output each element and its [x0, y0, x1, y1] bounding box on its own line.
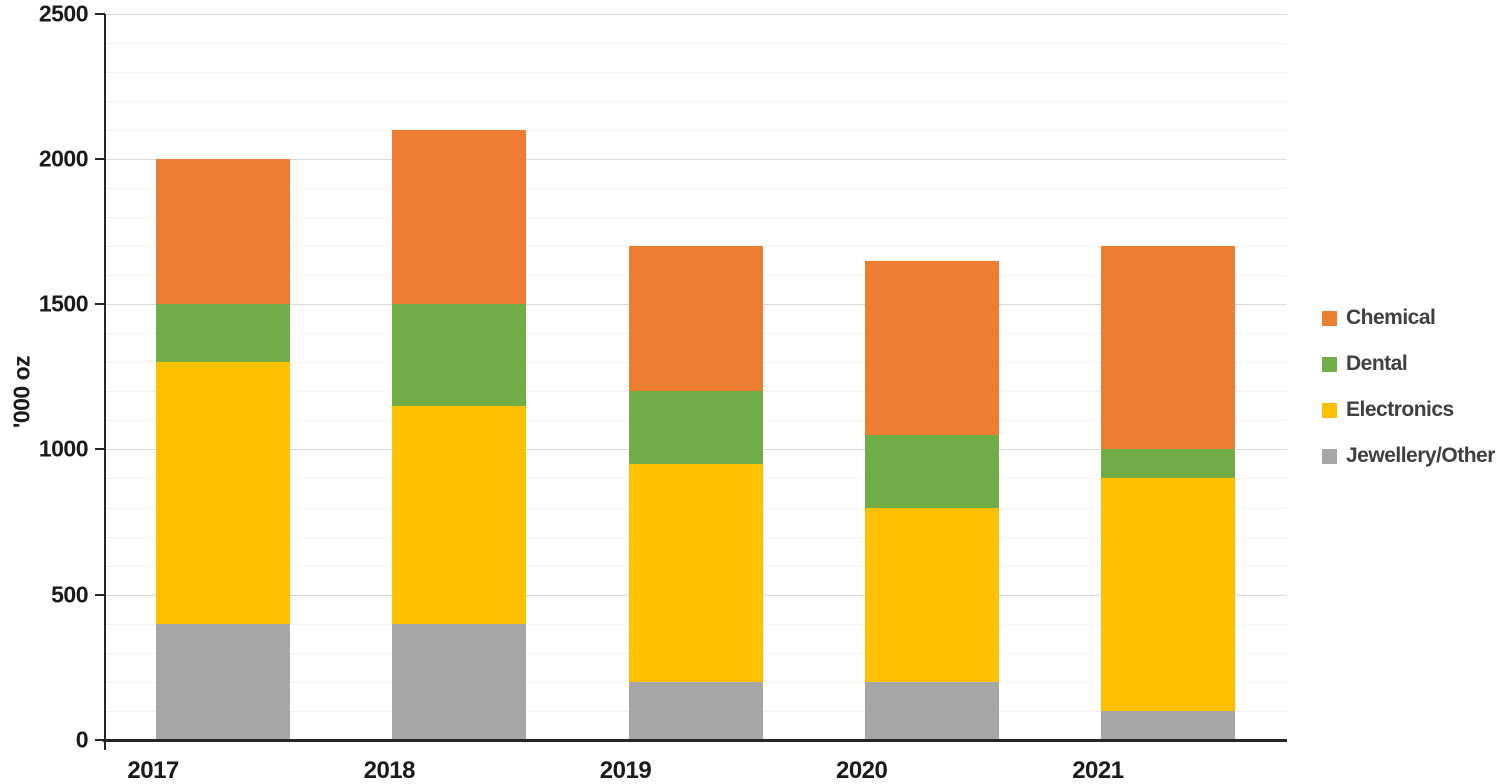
- legend-item-label: Chemical: [1346, 306, 1436, 329]
- minor-gridline: [105, 216, 1286, 218]
- bar-segment-electronics-2020: [864, 507, 999, 682]
- legend-item-label: Electronics: [1346, 398, 1454, 421]
- bar-segment-chemical-2020: [864, 260, 999, 435]
- bar-segment-chemical-2017: [156, 158, 291, 305]
- minor-gridline: [105, 42, 1286, 44]
- major-gridline: [105, 13, 1286, 15]
- x-category-label: 2021: [1072, 757, 1124, 784]
- legend-item-jewellery-other: Jewellery/Other: [1322, 444, 1495, 467]
- x-category-label: 2020: [835, 757, 888, 784]
- bar-segment-dental-2021: [1100, 449, 1235, 479]
- x-axis-line: [103, 739, 1287, 742]
- y-tick-label: 2500: [38, 0, 89, 26]
- legend-item-label: Dental: [1346, 352, 1408, 375]
- y-axis-line: [104, 13, 106, 750]
- bar-segment-dental-2018: [392, 304, 527, 406]
- minor-gridline: [105, 129, 1286, 131]
- x-category-label: 2017: [127, 757, 179, 784]
- y-tick-label: 1000: [38, 435, 89, 462]
- y-tick-mark: [95, 448, 105, 451]
- y-tick-mark: [95, 739, 105, 741]
- legend-item-label: Jewellery/Other: [1346, 444, 1495, 467]
- major-gridline: [105, 158, 1286, 160]
- y-axis-title: '000 oz: [8, 355, 35, 429]
- bar-segment-jewellery-other-2021: [1100, 710, 1235, 740]
- bar-segment-jewellery-other-2018: [392, 623, 527, 740]
- bar-segment-electronics-2021: [1100, 478, 1235, 711]
- bar-segment-dental-2017: [156, 304, 291, 363]
- y-tick-label: 0: [75, 726, 89, 753]
- bar-segment-chemical-2018: [392, 129, 527, 305]
- x-category-label: 2018: [363, 757, 416, 784]
- bar-segment-dental-2019: [628, 391, 763, 464]
- minor-gridline: [105, 100, 1286, 102]
- legend-swatch-icon: [1322, 448, 1337, 464]
- bar-segment-chemical-2021: [1100, 245, 1235, 450]
- legend: Chemical Dental Electronics Jewellery/Other: [1322, 306, 1495, 494]
- legend-item-dental: Dental: [1322, 352, 1495, 375]
- legend-swatch-icon: [1322, 402, 1337, 418]
- legend-swatch-icon: [1322, 356, 1337, 372]
- y-tick-label: 2000: [38, 145, 89, 172]
- bar-segment-electronics-2018: [392, 405, 527, 624]
- bar-segment-jewellery-other-2017: [156, 623, 291, 740]
- legend-swatch-icon: [1322, 310, 1337, 326]
- legend-item-chemical: Chemical: [1322, 306, 1495, 329]
- minor-gridline: [105, 71, 1286, 73]
- minor-gridline: [105, 187, 1286, 189]
- bar-segment-electronics-2019: [628, 463, 763, 682]
- bar-segment-electronics-2017: [156, 362, 291, 624]
- y-tick-label: 1500: [38, 290, 89, 317]
- y-tick-label: 500: [51, 581, 88, 608]
- y-tick-mark: [95, 12, 105, 15]
- y-tick-mark: [95, 157, 105, 160]
- legend-item-electronics: Electronics: [1322, 398, 1495, 421]
- bar-segment-dental-2020: [864, 434, 999, 508]
- y-tick-mark: [95, 593, 105, 596]
- bar-segment-chemical-2019: [628, 245, 763, 392]
- bar-segment-jewellery-other-2019: [628, 681, 763, 740]
- y-tick-mark: [95, 303, 105, 306]
- x-category-label: 2019: [599, 757, 652, 784]
- bar-segment-jewellery-other-2020: [864, 681, 999, 740]
